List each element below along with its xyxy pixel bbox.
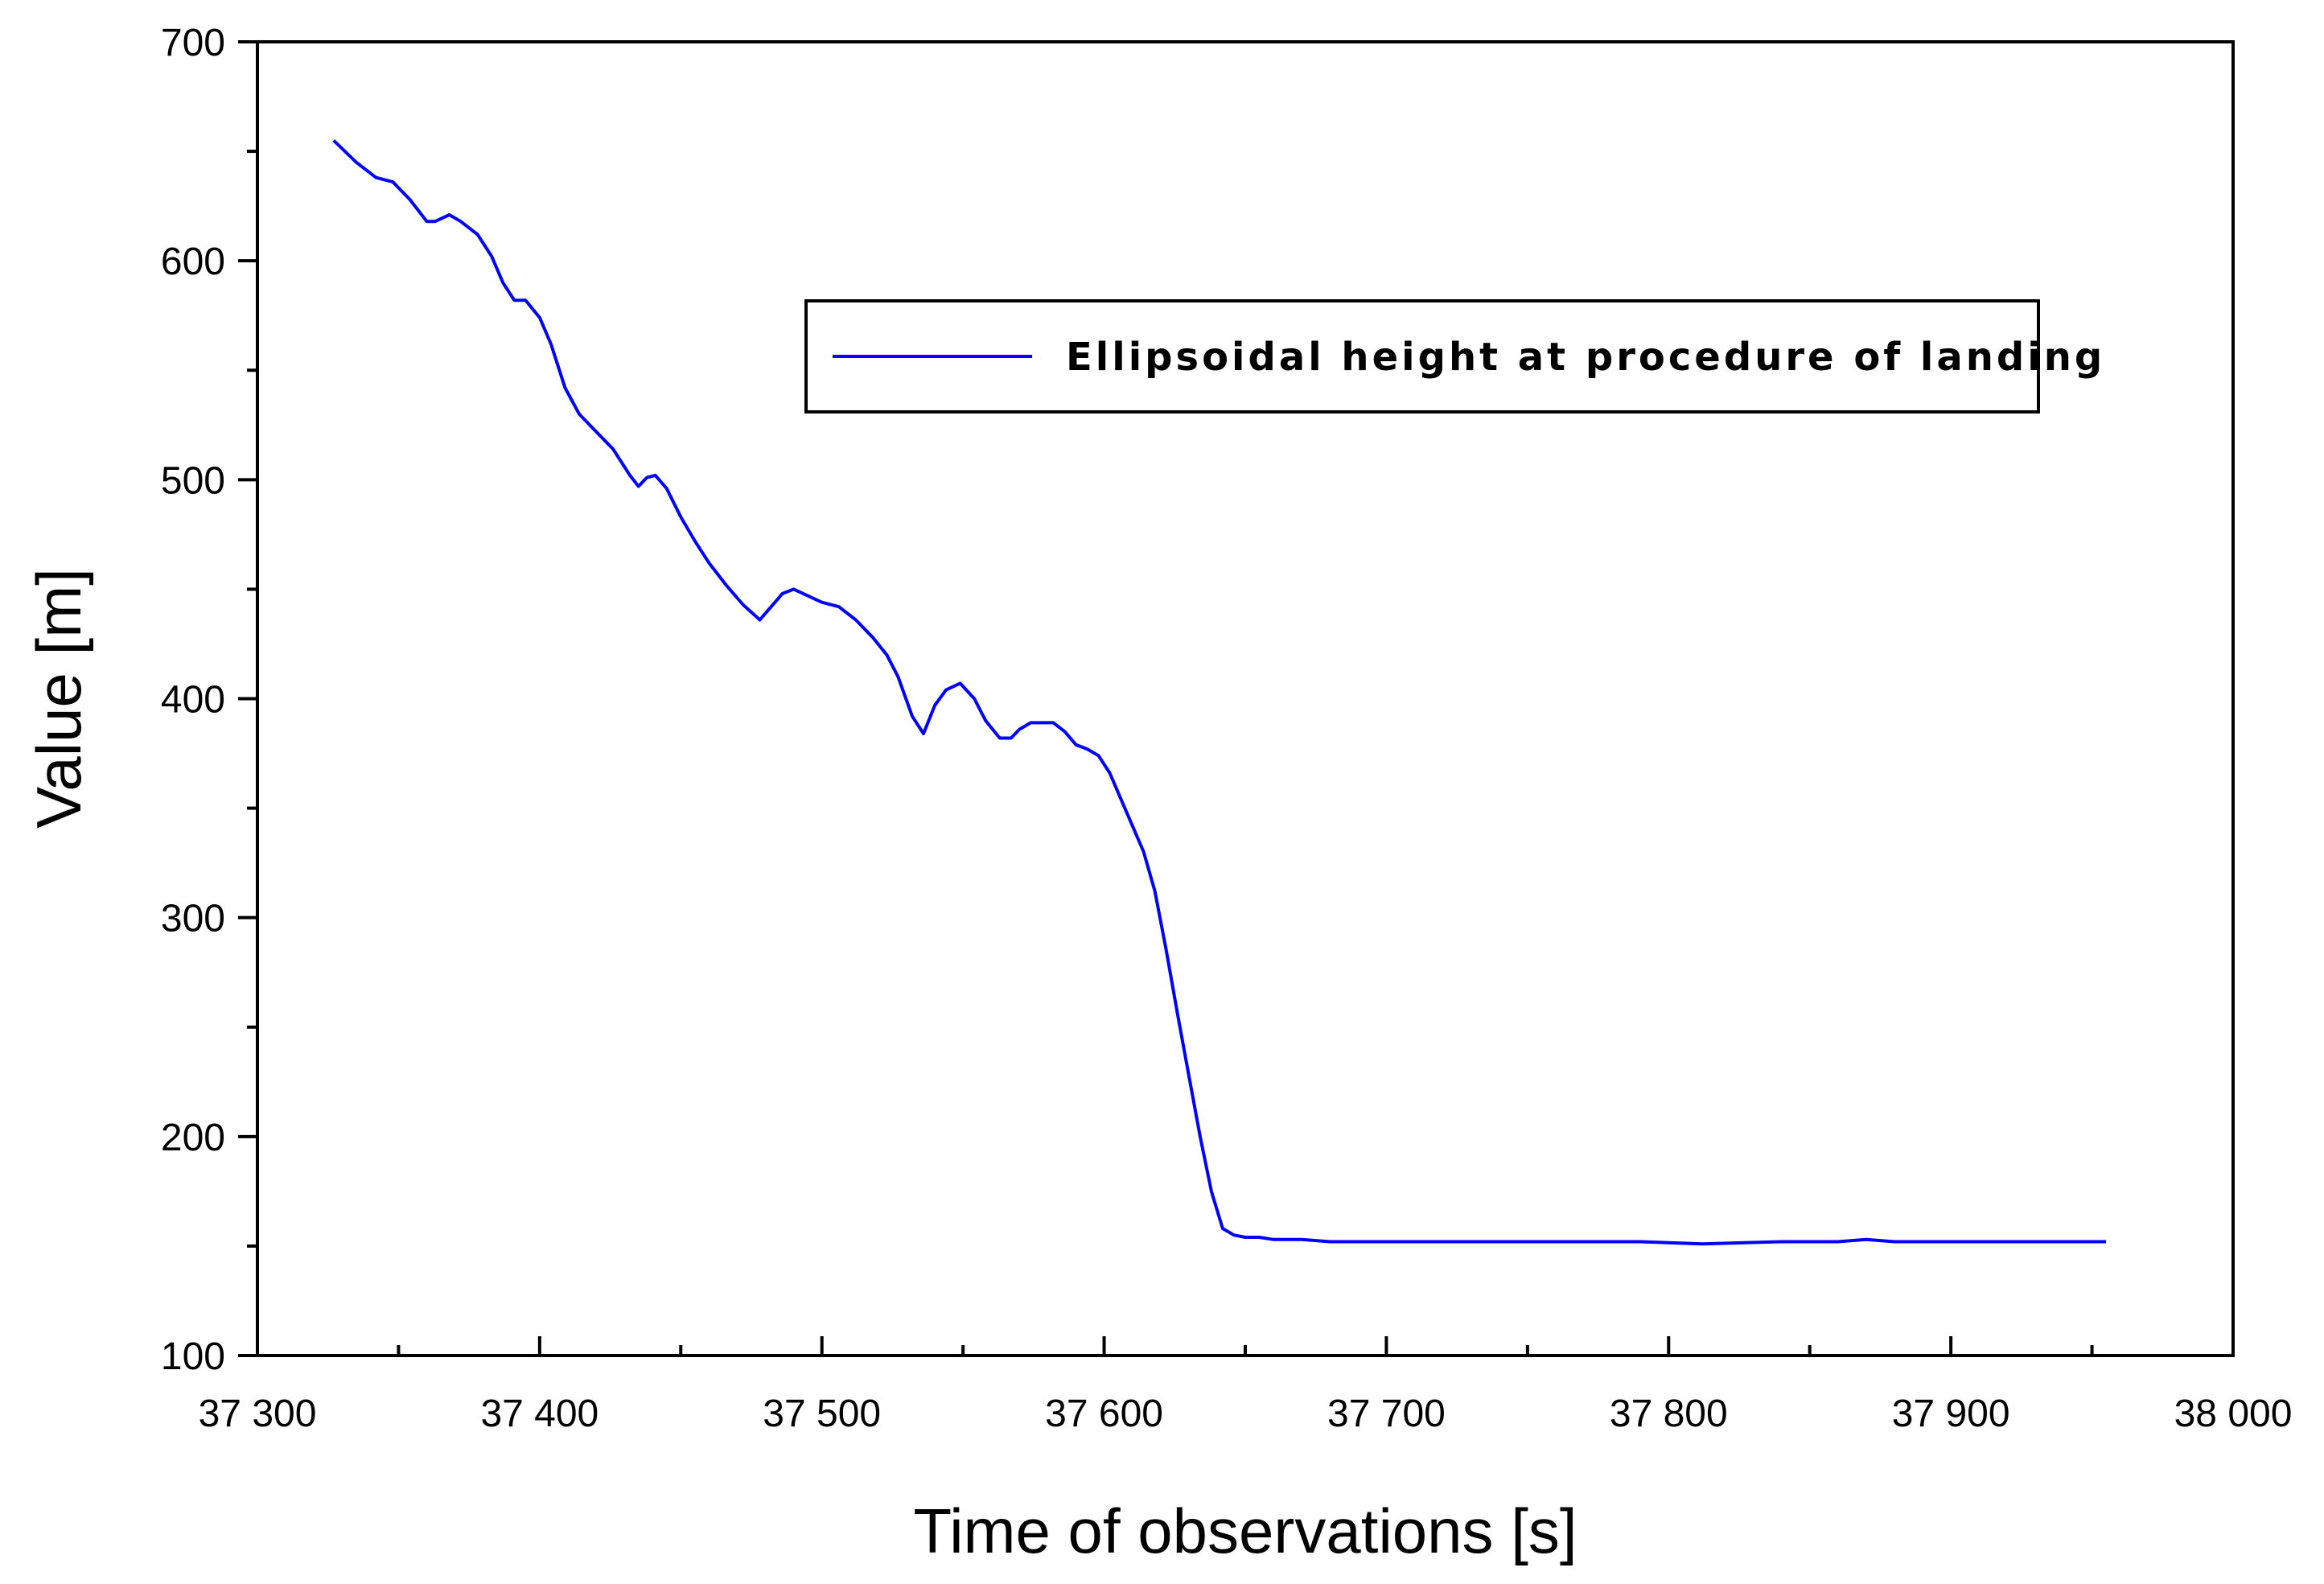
x-tick-label: 37 600 xyxy=(1045,1393,1163,1435)
series-lines xyxy=(332,139,2107,1246)
x-tick-label: 37 700 xyxy=(1327,1393,1446,1435)
x-tick-label: 37 400 xyxy=(480,1393,598,1435)
x-axis-ticks xyxy=(256,1336,2235,1356)
y-tick-label: 400 xyxy=(161,679,225,722)
plot-area-frame xyxy=(256,40,2235,1357)
x-tick-label: 37 300 xyxy=(199,1393,317,1435)
series-line-ellipsoidal-height xyxy=(332,139,2107,1246)
legend-label: Ellipsoidal height at procedure of landi… xyxy=(1066,335,2105,380)
y-tick-label: 200 xyxy=(161,1117,225,1159)
x-tick-label: 37 500 xyxy=(763,1393,881,1435)
y-tick-label: 100 xyxy=(161,1335,225,1378)
x-tick-label: 37 800 xyxy=(1610,1393,1728,1435)
legend: Ellipsoidal height at procedure of landi… xyxy=(804,299,2105,413)
y-axis-title: Value [m] xyxy=(23,568,94,829)
y-axis-tick-labels: 100 200 300 400 500 600 700 xyxy=(161,22,225,1378)
y-tick-label: 600 xyxy=(161,241,225,283)
x-tick-label: 37 900 xyxy=(1892,1393,2010,1435)
y-tick-label: 300 xyxy=(161,898,225,940)
x-axis-tick-labels: 37 300 37 400 37 500 37 600 37 700 37 800 37 9… xyxy=(199,1393,2293,1435)
y-axis-ticks xyxy=(238,40,257,1357)
y-tick-label: 700 xyxy=(161,22,225,64)
y-tick-label: 500 xyxy=(161,459,225,502)
x-axis-title: Time of observations [s] xyxy=(913,1496,1577,1566)
x-tick-label: 38 000 xyxy=(2174,1393,2293,1435)
